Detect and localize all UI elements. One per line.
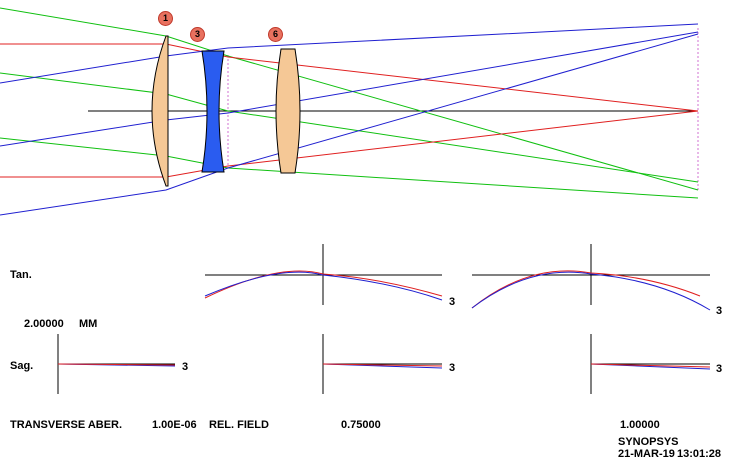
sag-curve-red-000 (57, 363, 176, 366)
curve-id-sag-100: 3 (716, 363, 723, 375)
footer-field-label: REL. FIELD (209, 419, 269, 431)
tan-curve-blue-075 (204, 271, 443, 301)
footer-title: TRANSVERSE ABER. (10, 419, 123, 431)
surface-badge-1: 1 (158, 11, 173, 26)
blue-rays (0, 23, 699, 216)
sag-curve-red-100 (590, 363, 711, 368)
sag-label: Sag. (10, 360, 34, 372)
lens-element-1 (151, 35, 169, 187)
footer-time: 13:01:28 (677, 448, 722, 460)
scale-value: 2.00000 (24, 318, 64, 330)
curve-id-sag-075: 3 (449, 362, 456, 374)
sag-plots (57, 334, 711, 394)
tan-curve-red-100 (471, 270, 701, 309)
green-rays (0, 7, 699, 199)
footer-date: 21-MAR-19 (618, 448, 675, 460)
surface-badge-6: 6 (268, 27, 283, 42)
sag-curve-red-075 (322, 363, 443, 367)
tan-plots (204, 244, 711, 311)
red-rays (0, 43, 699, 178)
lens-element-3 (201, 50, 225, 173)
footer-field-2: 1.00000 (620, 419, 660, 431)
curve-id-sag-000: 3 (182, 361, 189, 373)
curve-id-tan-075: 3 (449, 296, 456, 308)
surface-badge-3: 3 (190, 27, 205, 42)
footer-field-1: 0.75000 (341, 419, 381, 431)
lens-layout (0, 7, 699, 216)
tan-curve-blue-100 (471, 271, 711, 311)
curve-id-tan-100: 3 (716, 305, 723, 317)
footer-wavelength: 1.00E-06 (152, 419, 197, 431)
lens-element-6 (275, 48, 301, 174)
footer-program: SYNOPSYS (618, 436, 679, 448)
tan-label: Tan. (10, 269, 32, 281)
scale-unit: MM (79, 318, 98, 330)
